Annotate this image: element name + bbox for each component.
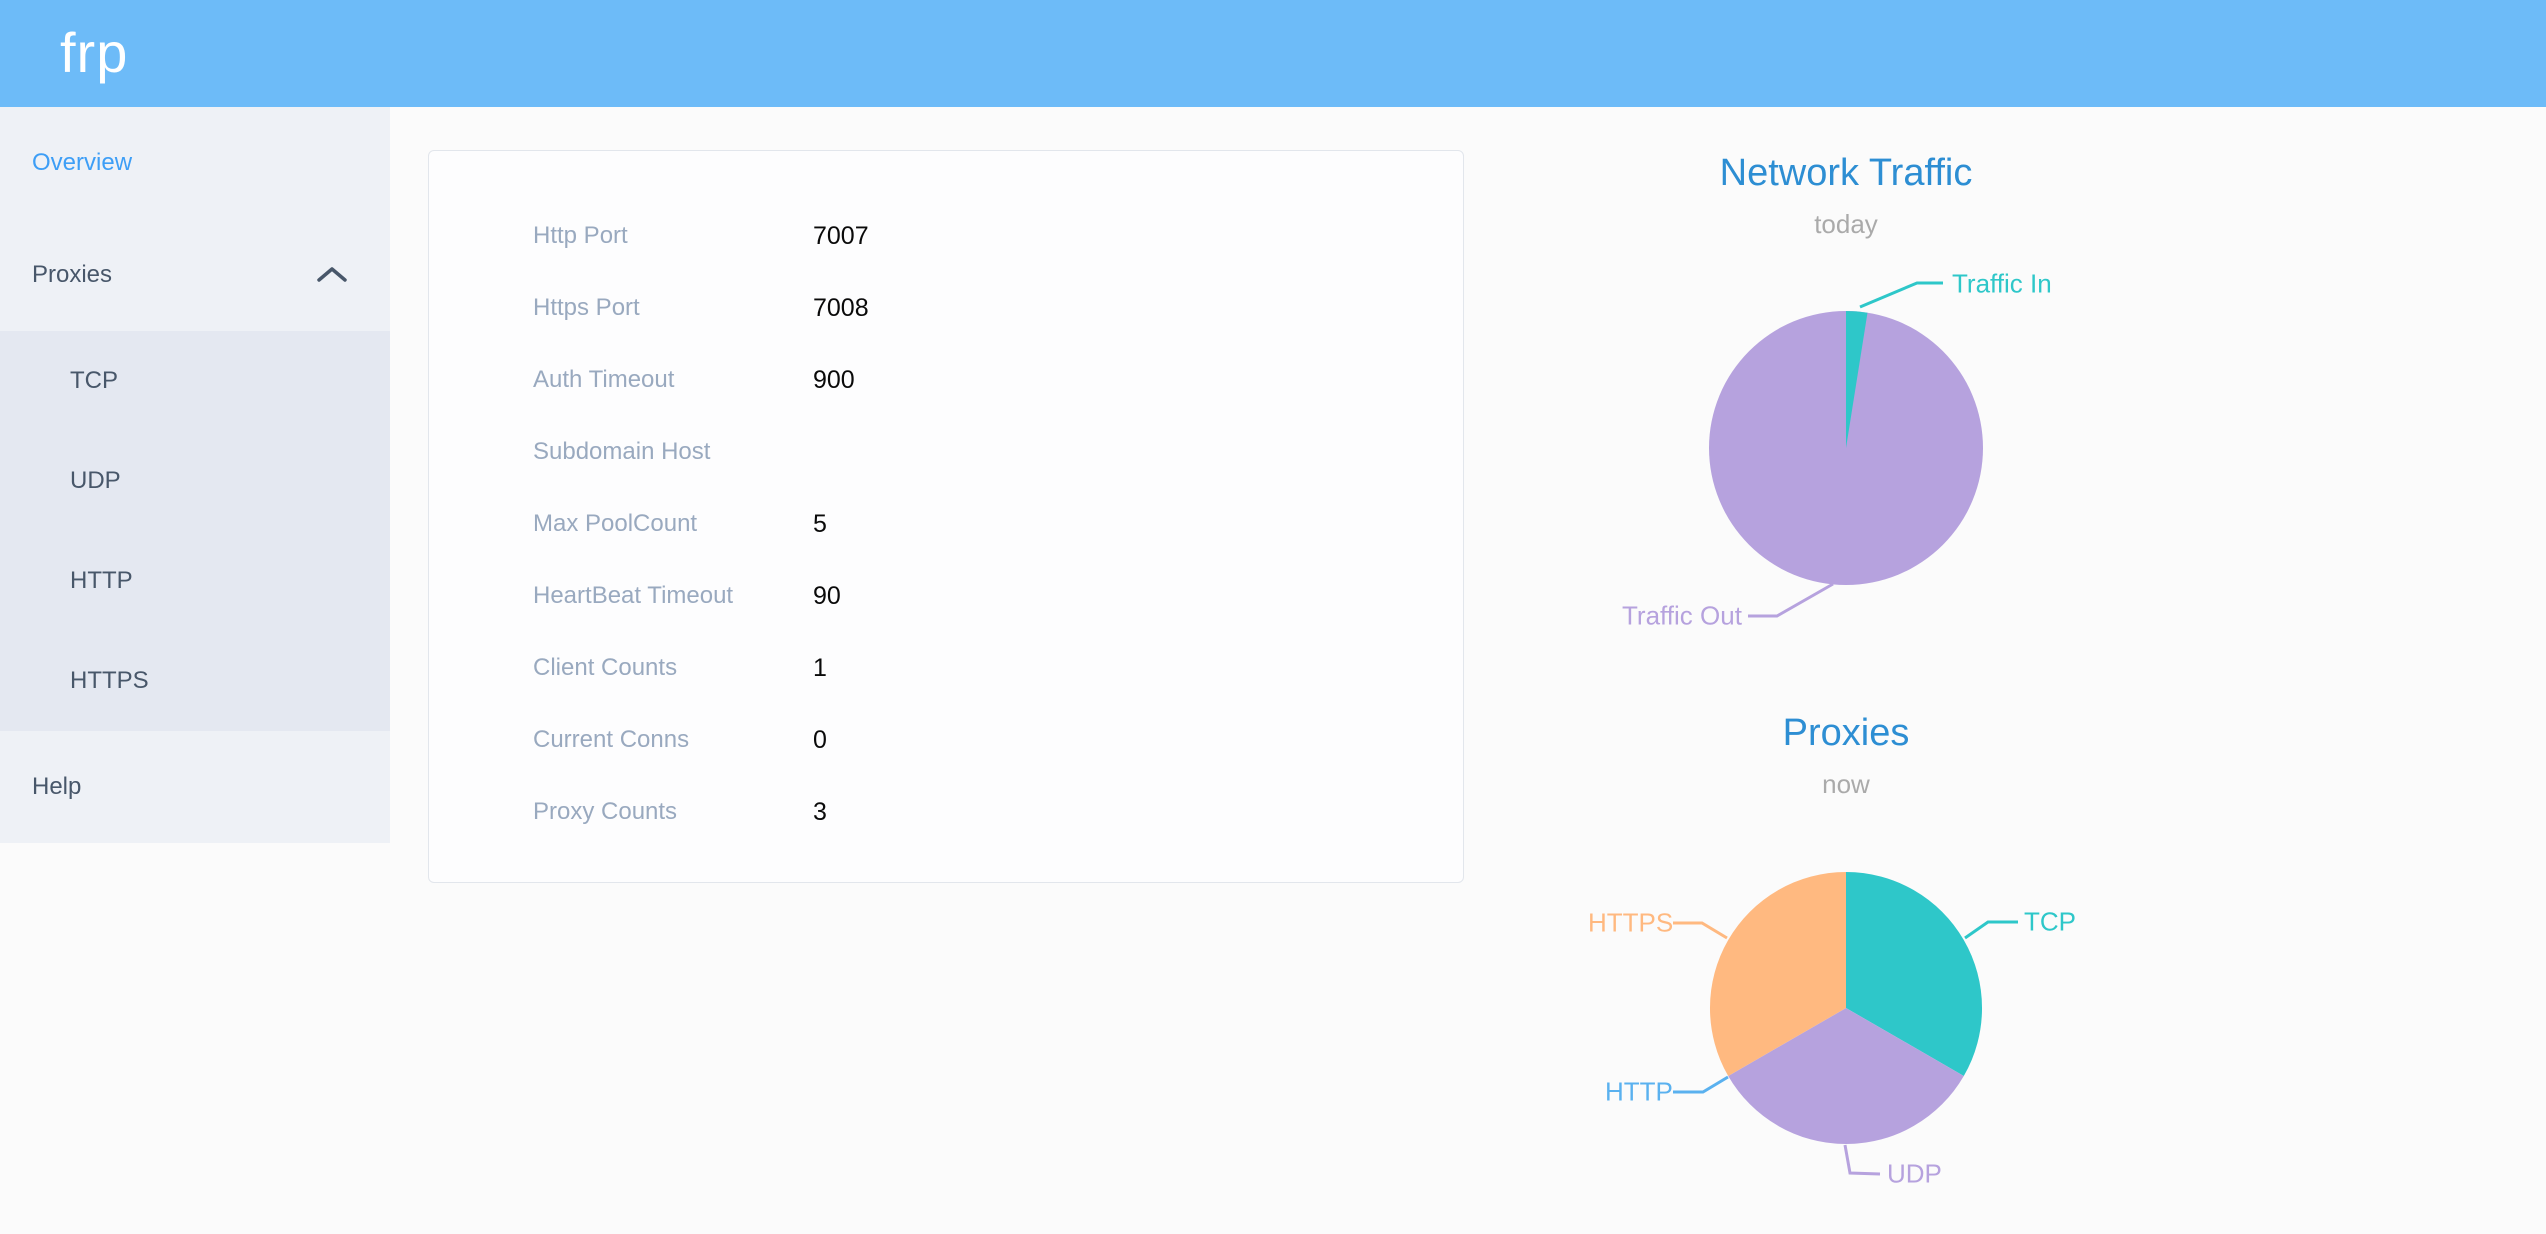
sidebar-item-label: UDP bbox=[70, 467, 121, 494]
network-traffic-chart-title: Network Traffic bbox=[1719, 152, 1973, 194]
row-value: 7007 bbox=[813, 221, 869, 250]
top-header-bar: frp bbox=[0, 0, 2546, 107]
table-row: Http Port 7007 bbox=[533, 200, 1423, 272]
row-label: Http Port bbox=[533, 222, 628, 249]
row-label: Https Port bbox=[533, 294, 640, 321]
app-logo: frp bbox=[60, 20, 129, 84]
sidebar-item-label: HTTPS bbox=[70, 667, 149, 694]
sidebar-item-overview[interactable]: Overview bbox=[0, 107, 390, 219]
table-row: Https Port 7008 bbox=[533, 272, 1423, 344]
sidebar-item-label: Proxies bbox=[32, 261, 113, 288]
row-label: Current Conns bbox=[533, 726, 690, 753]
https-leader-line bbox=[1673, 921, 1728, 940]
table-row: Subdomain Host bbox=[533, 416, 1423, 488]
proxies-chart-title: Proxies bbox=[1782, 712, 1910, 754]
traffic-out-leader-line bbox=[1748, 582, 1834, 618]
traffic-in-leader-line bbox=[1859, 281, 1943, 309]
row-label: Max PoolCount bbox=[533, 510, 698, 537]
traffic-out-label: Traffic Out bbox=[1622, 600, 1742, 631]
table-row: Auth Timeout 900 bbox=[533, 344, 1423, 416]
http-label: HTTP bbox=[1605, 1076, 1673, 1107]
row-value: 90 bbox=[813, 581, 841, 610]
table-row: HeartBeat Timeout 90 bbox=[533, 560, 1423, 632]
row-value: 1 bbox=[813, 653, 827, 682]
tcp-slice[interactable] bbox=[1846, 872, 1983, 1076]
row-value: 7008 bbox=[813, 293, 869, 322]
row-label: Client Counts bbox=[533, 654, 678, 681]
row-label: Proxy Counts bbox=[533, 798, 678, 825]
sidebar-item-proxies[interactable]: Proxies bbox=[0, 219, 390, 331]
row-value: 5 bbox=[813, 509, 827, 538]
tcp-leader-line bbox=[1964, 920, 2018, 940]
proxies-chart-subtitle: now bbox=[1822, 769, 1870, 799]
traffic-in-slice[interactable] bbox=[1846, 311, 1868, 448]
traffic-in-label: Traffic In bbox=[1952, 268, 2052, 299]
tcp-label: TCP bbox=[2024, 906, 2076, 937]
chevron-up-icon bbox=[317, 267, 347, 282]
udp-label: UDP bbox=[1887, 1158, 1942, 1189]
row-label: HeartBeat Timeout bbox=[533, 582, 734, 609]
udp-slice[interactable] bbox=[1728, 1008, 1964, 1145]
server-info-panel: Http Port 7007 Https Port 7008 Auth Time… bbox=[428, 150, 1464, 883]
row-value: 900 bbox=[813, 365, 855, 394]
sidebar-item-label: TCP bbox=[70, 367, 118, 394]
network-traffic-chart-subtitle: today bbox=[1814, 209, 1878, 239]
sidebar-menu: Overview Proxies TCP UDP HTTP HTTPS Help bbox=[0, 107, 390, 843]
table-row: Client Counts 1 bbox=[533, 632, 1423, 704]
row-label: Subdomain Host bbox=[533, 438, 711, 465]
sidebar-item-tcp[interactable]: TCP bbox=[0, 331, 390, 431]
sidebar-item-label: Help bbox=[32, 773, 82, 800]
sidebar-item-http[interactable]: HTTP bbox=[0, 531, 390, 631]
table-row: Max PoolCount 5 bbox=[533, 488, 1423, 560]
sidebar-item-label: Overview bbox=[32, 149, 133, 176]
sidebar-item-udp[interactable]: UDP bbox=[0, 431, 390, 531]
proxies-submenu: TCP UDP HTTP HTTPS bbox=[0, 331, 390, 731]
https-label: HTTPS bbox=[1588, 907, 1674, 938]
udp-leader-line bbox=[1843, 1144, 1881, 1176]
row-value: 3 bbox=[813, 797, 827, 826]
row-value: 0 bbox=[813, 725, 827, 754]
sidebar-item-https[interactable]: HTTPS bbox=[0, 631, 390, 731]
sidebar-item-help[interactable]: Help bbox=[0, 731, 390, 843]
table-row: Proxy Counts 3 bbox=[533, 776, 1423, 848]
sidebar-item-label: HTTP bbox=[70, 567, 133, 594]
row-label: Auth Timeout bbox=[533, 366, 675, 393]
table-row: Current Conns 0 bbox=[533, 704, 1423, 776]
server-info-rows: Http Port 7007 Https Port 7008 Auth Time… bbox=[533, 200, 1423, 848]
http-leader-line bbox=[1673, 1075, 1729, 1094]
https-slice[interactable] bbox=[1709, 872, 1846, 1076]
